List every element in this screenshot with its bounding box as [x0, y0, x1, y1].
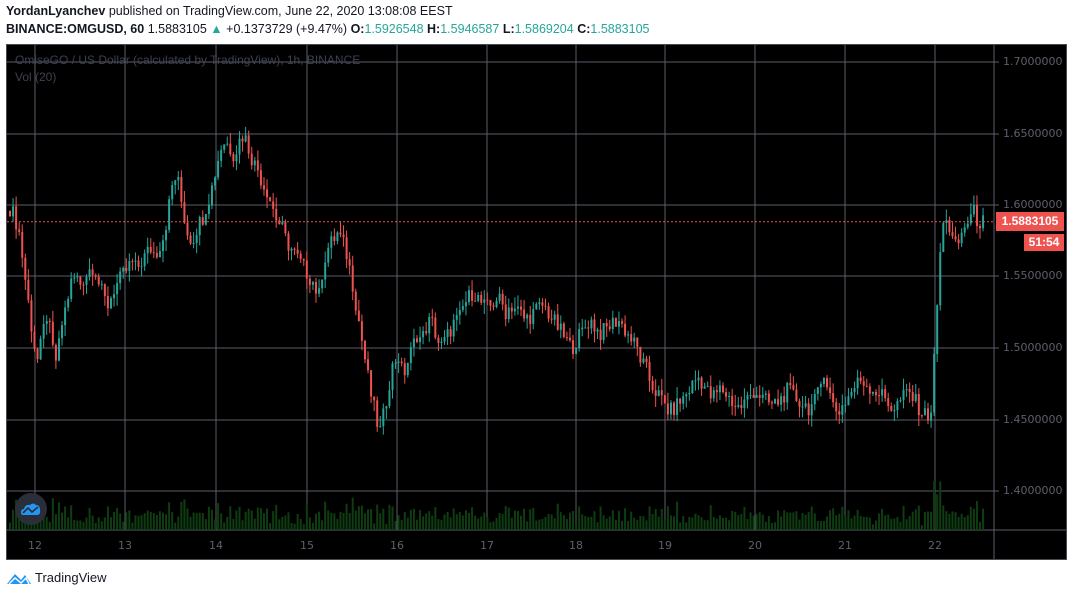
- price-tick: 1.6000000: [1003, 198, 1063, 211]
- time-tick: 20: [748, 539, 762, 552]
- price-tick: 1.6500000: [1003, 127, 1063, 140]
- last-price-label: 1.5883105: [996, 212, 1064, 231]
- high-value: 1.5946587: [440, 22, 500, 36]
- low-value: 1.5869204: [514, 22, 574, 36]
- author-name[interactable]: YordanLyanchev: [6, 4, 106, 18]
- time-tick: 14: [209, 539, 223, 552]
- time-tick: 12: [28, 539, 42, 552]
- tradingview-cloud-icon: [21, 503, 41, 515]
- price-tick: 1.5000000: [1003, 341, 1063, 354]
- time-tick: 19: [658, 539, 672, 552]
- price-tick: 1.4000000: [1003, 484, 1063, 497]
- close-label: C:: [577, 22, 591, 36]
- price-tick: 1.7000000: [1003, 55, 1063, 68]
- bar-countdown: 51:54: [1024, 234, 1064, 251]
- published-text: published on TradingView.com, June 22, 2…: [108, 4, 453, 18]
- publish-info: YordanLyanchev published on TradingView.…: [6, 4, 453, 18]
- tradingview-logo-button[interactable]: [15, 493, 47, 525]
- footer-brand-label: TradingView: [35, 569, 107, 585]
- open-label: O:: [350, 22, 365, 36]
- time-tick: 22: [928, 539, 942, 552]
- price-tick: 1.4500000: [1003, 413, 1063, 426]
- close-value: 1.5883105: [590, 22, 650, 36]
- symbol-label: BINANCE:OMGUSD, 60: [6, 22, 145, 36]
- time-tick: 16: [390, 539, 404, 552]
- time-tick: 13: [118, 539, 132, 552]
- tradingview-logo-icon: [7, 574, 31, 585]
- series-legend: OmiseGO / US Dollar (calculated by Tradi…: [15, 53, 361, 67]
- price-tick: 1.5500000: [1003, 269, 1063, 282]
- footer-brand[interactable]: TradingView: [6, 569, 107, 585]
- open-value: 1.5926548: [364, 22, 424, 36]
- high-label: H:: [427, 22, 441, 36]
- volume-legend: Vol (20): [15, 70, 57, 84]
- price-change: +0.1373729 (+9.47%): [226, 22, 348, 36]
- low-label: L:: [502, 22, 515, 36]
- last-price: 1.5883105: [147, 22, 207, 36]
- up-arrow-icon: ▲: [210, 22, 223, 36]
- chart-pane[interactable]: [6, 44, 1067, 560]
- time-tick: 18: [569, 539, 583, 552]
- time-tick: 17: [480, 539, 494, 552]
- symbol-info: BINANCE:OMGUSD, 60 1.5883105 ▲ +0.137372…: [6, 22, 650, 36]
- time-tick: 15: [300, 539, 314, 552]
- time-tick: 21: [838, 539, 852, 552]
